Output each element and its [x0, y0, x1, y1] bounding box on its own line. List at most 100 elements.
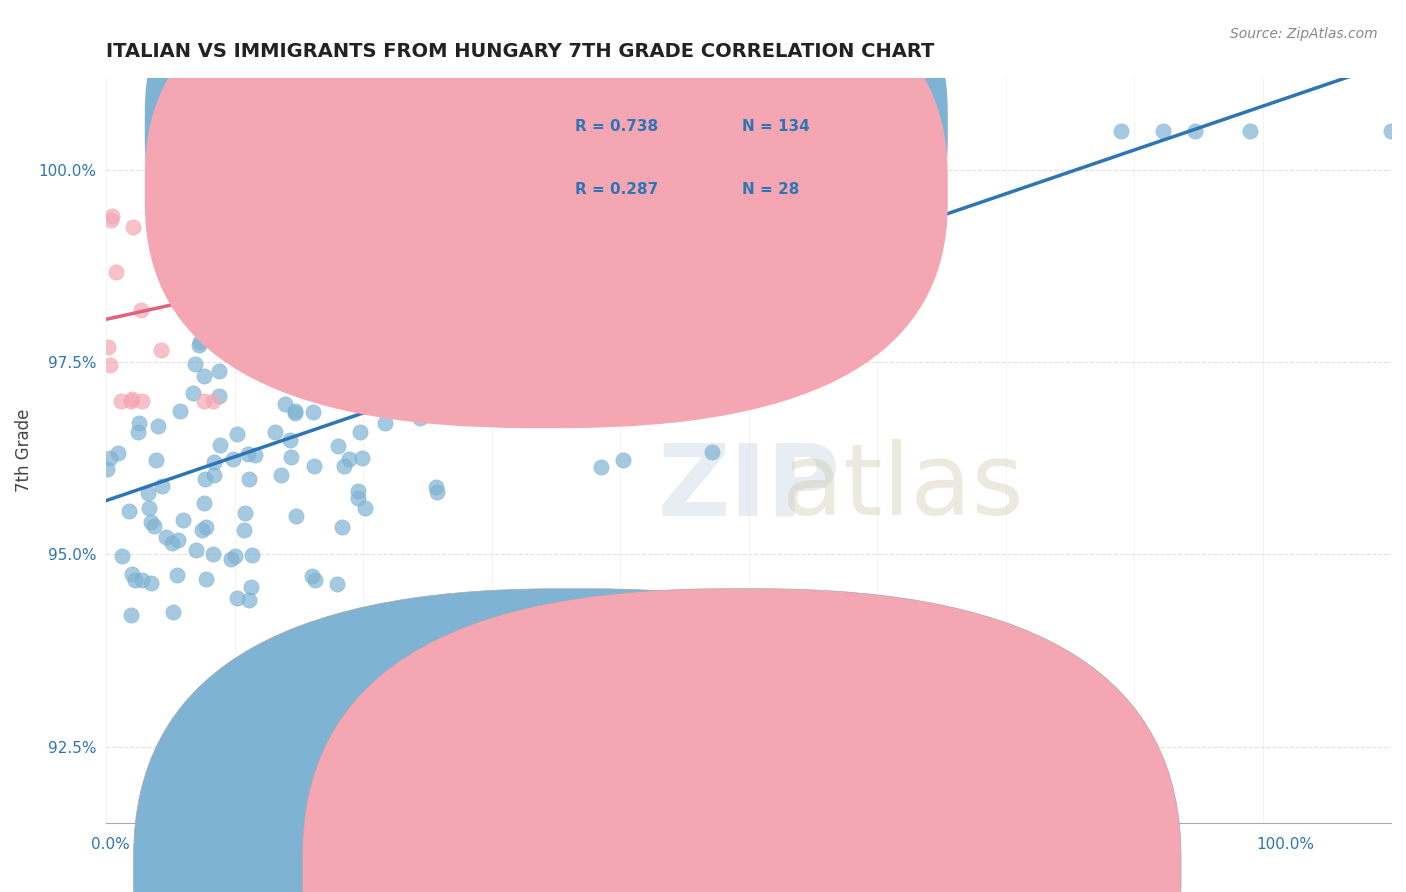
Point — [330, 519, 353, 533]
Point — [298, 355, 321, 369]
Point — [401, 193, 423, 207]
Point — [1379, 124, 1402, 138]
Point — [352, 450, 374, 465]
Point — [270, 467, 292, 482]
Text: R = 0.738: R = 0.738 — [575, 119, 658, 134]
Point — [211, 333, 233, 347]
Point — [591, 459, 613, 474]
Point — [208, 364, 231, 378]
Point — [131, 573, 153, 587]
Point — [211, 238, 233, 252]
Text: 0.0%: 0.0% — [91, 837, 131, 852]
Point — [226, 427, 249, 442]
Point — [193, 393, 215, 408]
Point — [155, 530, 177, 544]
Point — [346, 491, 368, 506]
Point — [202, 455, 225, 469]
Point — [501, 298, 523, 312]
Point — [517, 280, 540, 294]
Point — [301, 405, 323, 419]
Y-axis label: 7th Grade: 7th Grade — [15, 409, 32, 492]
Point — [464, 372, 486, 386]
Point — [612, 357, 634, 371]
Point — [1184, 124, 1206, 138]
Text: N = 28: N = 28 — [742, 182, 800, 197]
Point — [100, 210, 122, 224]
Point — [630, 234, 652, 248]
Point — [398, 194, 420, 208]
Point — [162, 536, 184, 550]
Point — [128, 416, 150, 430]
Point — [242, 548, 264, 562]
Text: atlas: atlas — [782, 440, 1024, 536]
Point — [222, 451, 245, 466]
Point — [139, 515, 162, 529]
Point — [380, 267, 402, 281]
Point — [181, 385, 204, 400]
Point — [242, 272, 264, 286]
Point — [353, 501, 375, 516]
Point — [290, 301, 312, 316]
Point — [208, 438, 231, 452]
Point — [202, 467, 225, 482]
Point — [548, 238, 571, 252]
Point — [398, 360, 420, 375]
Point — [264, 252, 287, 266]
FancyBboxPatch shape — [145, 0, 948, 365]
Text: Source: ZipAtlas.com: Source: ZipAtlas.com — [1230, 27, 1378, 41]
Point — [316, 241, 339, 255]
Point — [98, 358, 121, 372]
Point — [465, 361, 488, 376]
Point — [124, 573, 146, 587]
Point — [274, 397, 297, 411]
Point — [651, 382, 673, 396]
Point — [322, 338, 344, 352]
Point — [280, 450, 302, 465]
Point — [201, 393, 224, 408]
Point — [233, 507, 256, 521]
Point — [107, 446, 129, 460]
Point — [384, 315, 406, 329]
Point — [111, 549, 134, 564]
Point — [195, 520, 218, 534]
Point — [301, 569, 323, 583]
Point — [224, 549, 246, 564]
Point — [551, 124, 574, 138]
Point — [202, 293, 225, 308]
Point — [284, 403, 307, 417]
Point — [129, 302, 152, 317]
Point — [238, 593, 260, 607]
Point — [314, 342, 336, 356]
Point — [117, 504, 139, 518]
Point — [569, 164, 592, 178]
Point — [430, 368, 453, 383]
Text: R = 0.287: R = 0.287 — [575, 182, 658, 197]
Point — [374, 416, 396, 430]
Text: Immigrants from Hungary: Immigrants from Hungary — [766, 863, 965, 877]
Point — [426, 224, 449, 238]
Point — [169, 404, 191, 418]
FancyBboxPatch shape — [505, 115, 890, 235]
Point — [302, 219, 325, 233]
Point — [692, 351, 714, 366]
Point — [110, 393, 132, 408]
Point — [238, 472, 260, 486]
Point — [150, 343, 173, 357]
Point — [121, 392, 143, 406]
Point — [837, 299, 859, 313]
Point — [389, 301, 412, 316]
Point — [409, 411, 432, 425]
Point — [335, 321, 357, 335]
Point — [172, 513, 194, 527]
Point — [127, 425, 149, 440]
Point — [339, 318, 361, 332]
Point — [797, 184, 820, 198]
Point — [150, 478, 173, 492]
Point — [138, 500, 160, 515]
Point — [225, 351, 247, 366]
Point — [188, 337, 211, 351]
Point — [243, 448, 266, 462]
Point — [193, 496, 215, 510]
Point — [146, 157, 169, 171]
Text: ZIP: ZIP — [657, 440, 839, 536]
